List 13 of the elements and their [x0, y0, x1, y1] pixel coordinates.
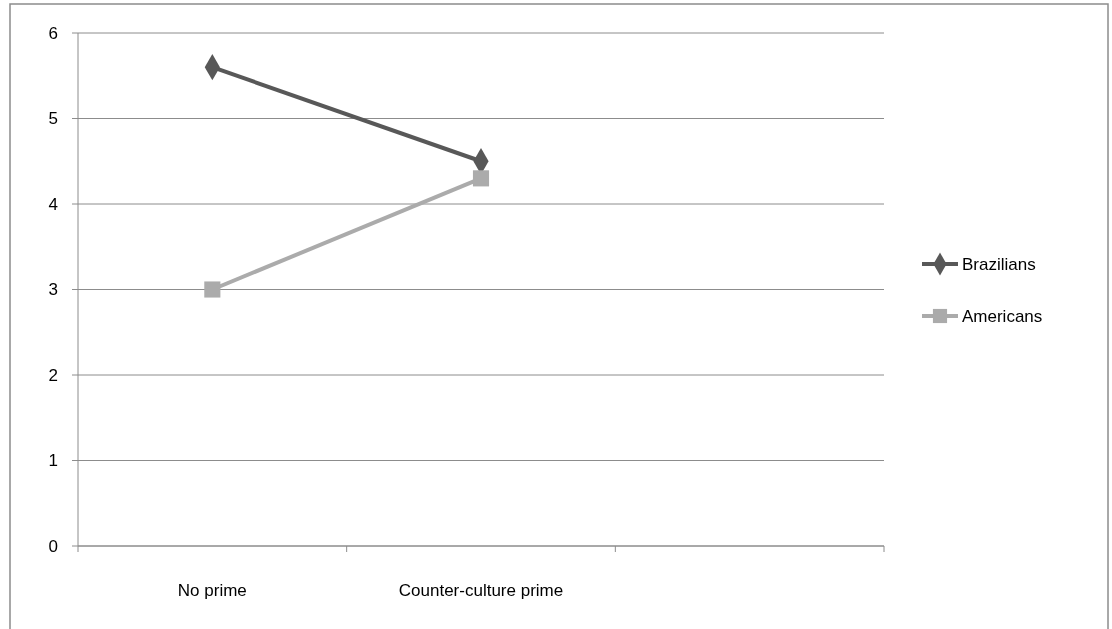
x-tick-label: Counter-culture prime: [398, 581, 564, 600]
y-tick-label: 0: [48, 536, 58, 556]
x-tick-label: No prime: [177, 581, 247, 600]
y-tick-label: 4: [48, 194, 58, 214]
y-tick-label: 1: [48, 451, 58, 471]
legend-label: Americans: [962, 306, 1043, 326]
y-tick-label: 5: [48, 109, 58, 129]
y-tick-label: 3: [48, 280, 58, 300]
point: [204, 281, 221, 298]
legend-label: Brazilians: [962, 254, 1036, 274]
point: [472, 170, 490, 187]
y-tick-label: 6: [48, 23, 58, 43]
y-tick-label: 2: [48, 365, 58, 385]
